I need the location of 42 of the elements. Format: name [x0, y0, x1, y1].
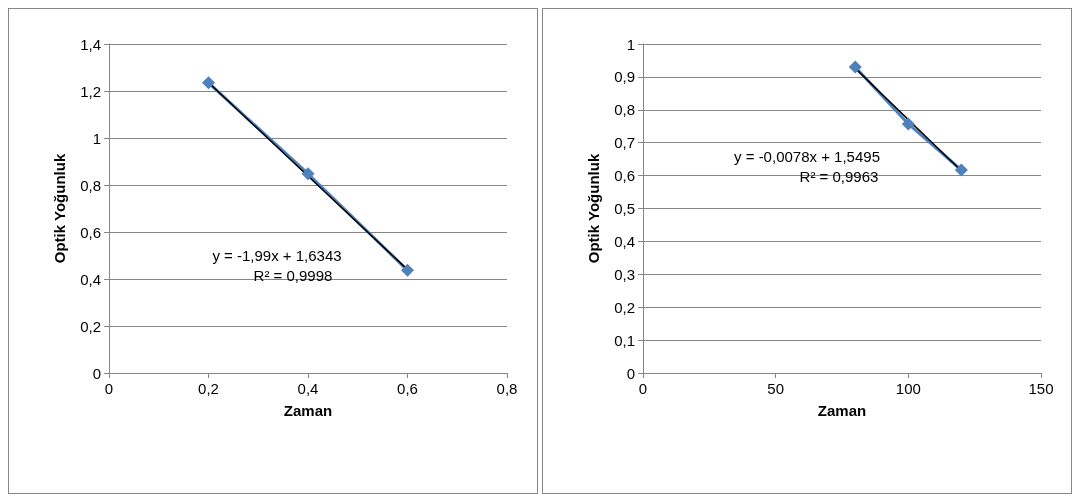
y-tick-label: 1	[92, 129, 101, 147]
y-tick-label: 0,7	[614, 134, 635, 152]
y-tick-label: 1	[626, 35, 635, 53]
x-tick-label: 150	[1028, 380, 1054, 397]
x-tick-label: 0,6	[397, 380, 418, 397]
y-tick-label: 0,2	[614, 298, 635, 316]
x-tick-label: 50	[767, 380, 785, 397]
x-axis-title: Zaman	[283, 402, 333, 419]
point	[848, 60, 862, 74]
y-tick-label: 1,2	[80, 82, 101, 100]
y-tick-label: 1,4	[80, 35, 101, 53]
x-tick-label: 0,4	[297, 380, 319, 397]
x-tick-label: 100	[895, 380, 921, 397]
point	[954, 163, 968, 177]
y-axis-title: Optik Yoğunluk	[51, 153, 68, 264]
y-tick-label: 0,3	[614, 265, 635, 283]
point	[202, 76, 215, 90]
x-axis-title: Zaman	[817, 402, 867, 419]
y-tick-label: 0,4	[80, 270, 101, 288]
annotation: y = -0,0078x + 1,5495	[734, 148, 880, 166]
x-tick-label: 0	[638, 380, 648, 397]
y-tick-label: 0,9	[614, 68, 635, 86]
point	[401, 263, 414, 277]
x-tick-label: 0	[104, 380, 114, 397]
point	[301, 167, 315, 181]
y-tick-label: 0	[92, 364, 101, 382]
x-tick-label: 0,2	[198, 380, 219, 397]
y-axis-title: Optik Yoğunluk	[585, 153, 602, 264]
y-tick-label: 0,8	[80, 176, 101, 194]
point	[901, 117, 915, 131]
y-tick-label: 0,5	[614, 200, 635, 217]
y-tick-label: 0	[626, 364, 635, 382]
annotation: R² = 0,9963	[799, 167, 879, 185]
annotation: R² = 0,9998	[253, 267, 333, 285]
y-tick-label: 0,6	[80, 223, 101, 241]
y-tick-label: 0,4	[614, 232, 635, 250]
annotation: y = -1,99x + 1,6343	[212, 247, 342, 265]
y-tick-label: 0,6	[614, 167, 635, 185]
y-tick-label: 0,1	[614, 331, 635, 349]
y-tick-label: 0,8	[614, 101, 635, 119]
y-tick-label: 0,2	[80, 317, 101, 335]
x-tick-label: 0,8	[496, 380, 518, 397]
